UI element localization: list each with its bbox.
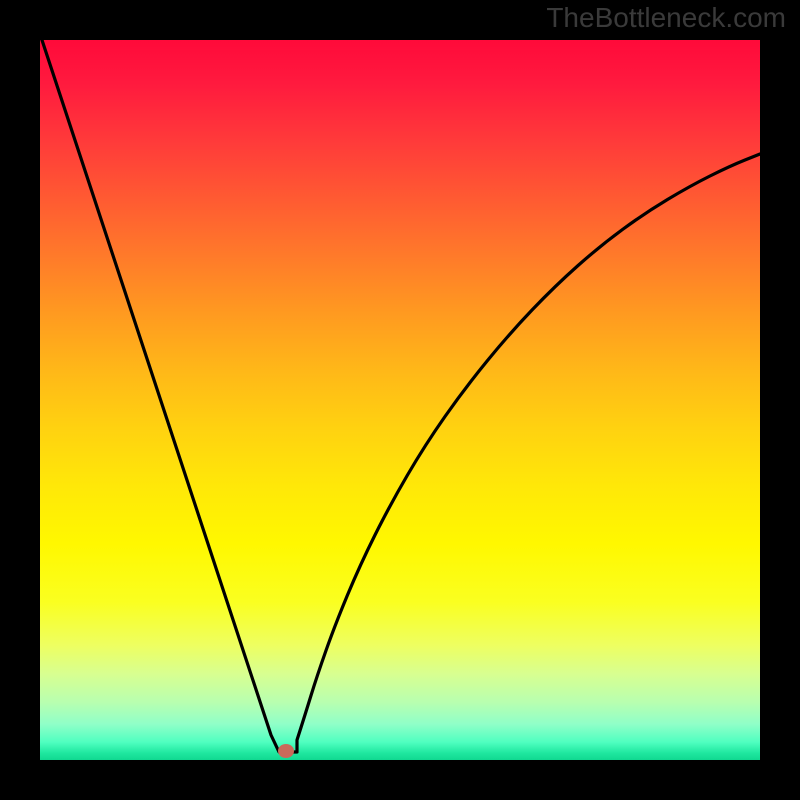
bottleneck-chart xyxy=(0,0,800,800)
plot-background xyxy=(40,40,760,760)
watermark-text: TheBottleneck.com xyxy=(546,2,786,34)
chart-container: TheBottleneck.com xyxy=(0,0,800,800)
optimum-marker xyxy=(278,744,294,758)
